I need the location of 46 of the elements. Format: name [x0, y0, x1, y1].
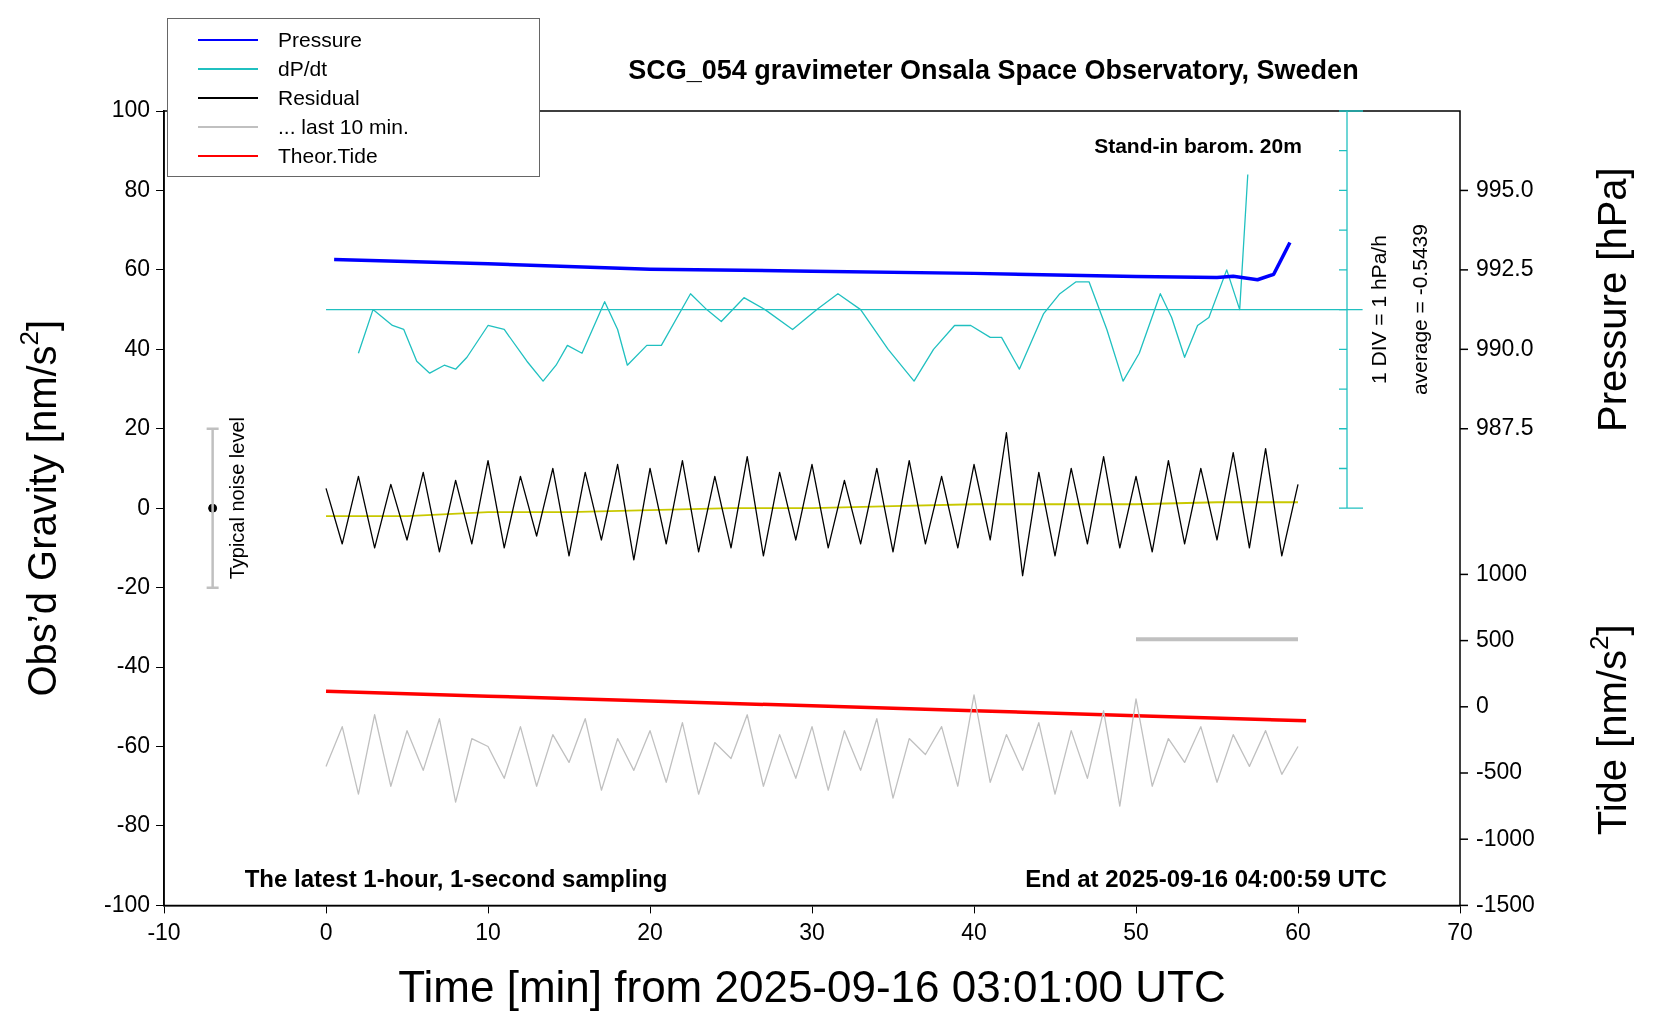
y-tick-label: 60 [124, 255, 151, 282]
y3-tick-label: 1000 [1476, 559, 1528, 586]
annotation: End at 2025-09-16 04:00:59 UTC [1025, 865, 1387, 893]
x-tick-label: 70 [1447, 918, 1473, 945]
annotation: The latest 1-hour, 1-second sampling [244, 865, 668, 893]
chart-title: SCG_054 gravimeter Onsala Space Observatory, Sweden [628, 55, 1359, 86]
x-tick-label: 60 [1285, 918, 1311, 945]
y-tick-label: 80 [124, 175, 151, 202]
legend-label: dP/dt [278, 56, 328, 82]
legend-label: Theor.Tide [278, 143, 378, 169]
y-tick-label: -100 [103, 890, 151, 917]
y3-tick-label: -1000 [1476, 824, 1535, 851]
y3-axis-title: Tide [nm/s2] [1584, 624, 1635, 836]
legend-label: Pressure [278, 27, 363, 53]
annotation: Stand-in barom. 20m [1094, 133, 1302, 157]
annotation: average = -0.5439 [1408, 224, 1432, 396]
legend-label: ... last 10 min. [278, 114, 409, 140]
y2-tick-label: 990.0 [1476, 334, 1534, 361]
x-tick-label: 30 [799, 918, 825, 945]
x-tick-label: 50 [1123, 918, 1149, 945]
y2-tick-label: 992.5 [1476, 255, 1534, 282]
y-tick-label: -20 [116, 572, 151, 599]
y-axis-title: Obs’d Gravity [nm/s2] [14, 319, 65, 697]
y-tick-label: 0 [137, 493, 151, 520]
y3-tick-label: 500 [1476, 625, 1515, 652]
y-tick-label: -40 [116, 652, 151, 679]
legend-label: Residual [278, 85, 360, 111]
text: Typical noise level [226, 417, 249, 580]
y-tick-label: -60 [116, 731, 151, 758]
y3-tick-label: 0 [1476, 692, 1489, 719]
y3-tick-label: -1500 [1476, 890, 1535, 917]
y3-tick-label: -500 [1476, 758, 1523, 785]
y2-tick-label: 995.0 [1476, 175, 1534, 202]
y-tick-label: -80 [116, 811, 151, 838]
x-tick-label: 0 [319, 918, 333, 945]
y-tick-label: 20 [124, 414, 151, 441]
x-tick-label: 40 [961, 918, 987, 945]
y2-axis-title: Pressure [hPa] [1590, 167, 1635, 432]
y-tick-label: 100 [111, 96, 151, 123]
y2-tick-label: 987.5 [1476, 414, 1534, 441]
x-tick-label: -10 [147, 918, 181, 945]
x-tick-label: 20 [637, 918, 663, 945]
x-axis-title: Time [min] from 2025-09-16 03:01:00 UTC [398, 962, 1226, 1012]
y-tick-label: 40 [124, 334, 151, 361]
annotation: 1 DIV = 1 hPa/h [1367, 235, 1391, 385]
x-tick-label: 10 [475, 918, 501, 945]
